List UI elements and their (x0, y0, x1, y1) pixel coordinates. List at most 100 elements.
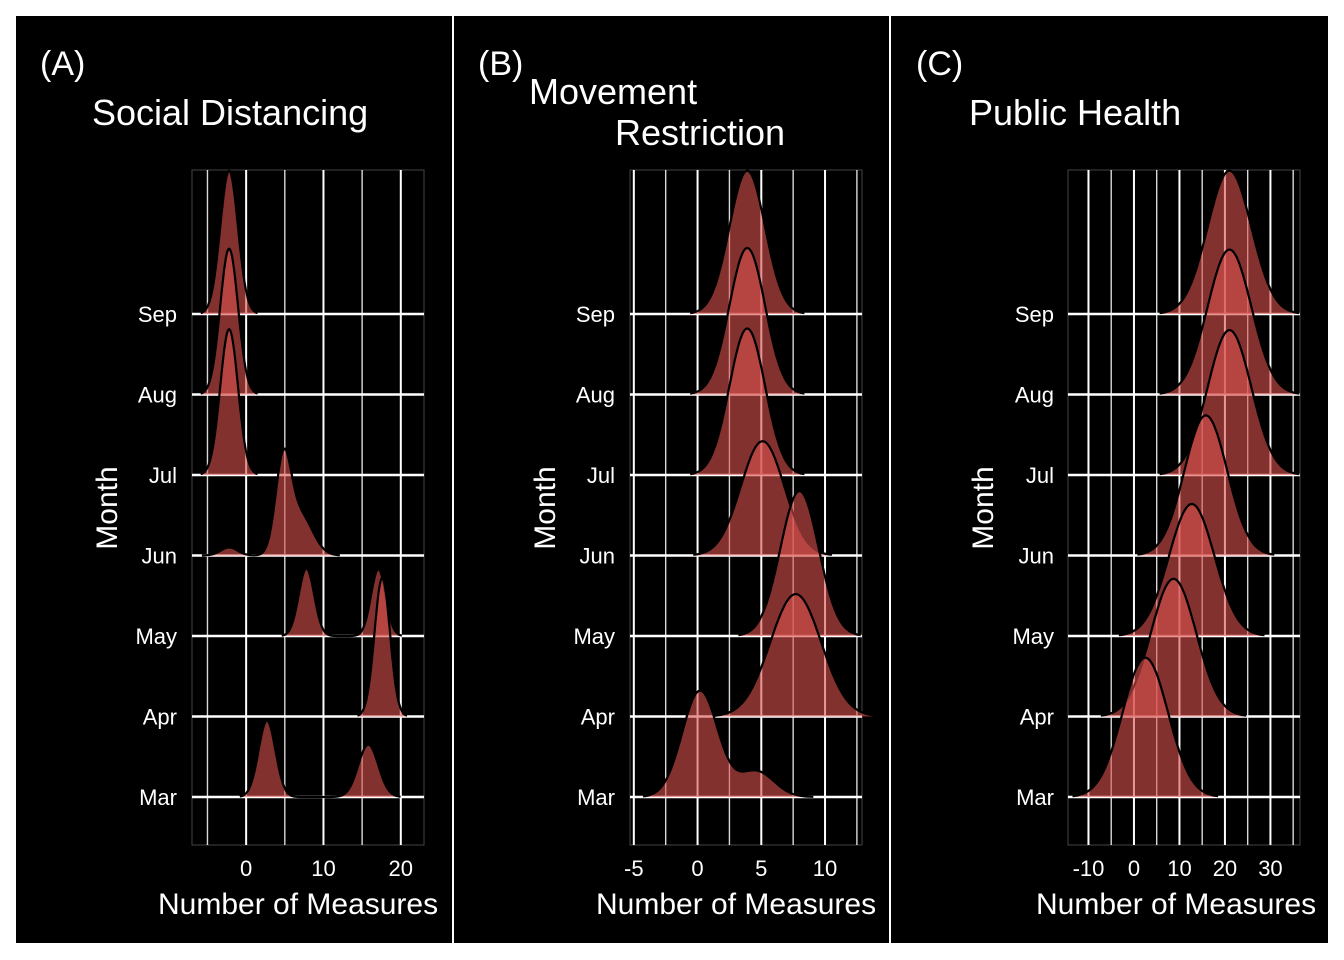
panel-ridges (200, 169, 408, 799)
panel-movement-restriction: -5 0 5 10 Mar Apr May Jun Jul Aug Sep (B) Movemen… (454, 16, 889, 943)
y-tick-label: Jun (142, 544, 177, 569)
ridge-outline (200, 247, 258, 395)
y-axis-label: Month (91, 466, 124, 549)
ridge-area (738, 491, 861, 636)
y-tick-label: Jun (1019, 544, 1054, 569)
panel-background (891, 16, 1328, 943)
y-tick-label: Jul (1026, 463, 1054, 488)
panel-y-ticks: Mar Apr May Jun Jul Aug Sep (135, 302, 177, 810)
ridge-outline (1159, 328, 1300, 476)
ridge-outline (1137, 414, 1275, 556)
panel-ridges (1072, 169, 1300, 798)
ridge-area (1159, 170, 1300, 314)
x-tick-label: 10 (311, 856, 335, 881)
ridge-apr (357, 576, 408, 717)
ridge-outline (714, 592, 878, 717)
y-tick-label: May (135, 624, 177, 649)
panel-y-ticks: Mar Apr May Jun Jul Aug Sep (1012, 302, 1054, 810)
panel-public-health: -10 0 10 20 30 Mar Apr May Jun Jul Aug Sep (C) Pub… (891, 16, 1328, 943)
y-tick-label: Apr (143, 705, 177, 730)
ridge-aug (690, 246, 805, 395)
y-tick-label: Jul (149, 463, 177, 488)
ridge-outline (357, 576, 408, 717)
panel-ridges (642, 169, 878, 798)
y-axis-label: Month (529, 466, 562, 549)
ridge-sep (690, 169, 805, 315)
ridge-jul (690, 327, 805, 476)
chart-title: Social Distancing (92, 92, 368, 133)
x-axis-label: Number of Measures (158, 888, 438, 921)
ridge-may (1118, 502, 1265, 637)
panel-label: (B) (478, 45, 523, 83)
y-tick-label: Mar (577, 785, 615, 810)
x-tick-label: 20 (1213, 856, 1237, 881)
ridge-area (1137, 415, 1275, 556)
panel-background (16, 16, 452, 943)
y-tick-label: Jun (580, 544, 615, 569)
y-tick-label: Mar (1016, 785, 1054, 810)
ridge-area (714, 594, 878, 717)
y-tick-label: May (573, 624, 615, 649)
panel-x-ticks: 0 10 20 (240, 856, 413, 881)
ridge-outline (642, 689, 814, 798)
panel-label: (C) (916, 45, 963, 83)
panel-background (454, 16, 889, 943)
x-tick-label: -5 (624, 856, 644, 881)
ridge-outline (690, 169, 805, 315)
y-tick-label: Jul (587, 463, 615, 488)
ridge-mar (642, 689, 814, 798)
panel-x-ticks: -10 0 10 20 30 (1073, 856, 1283, 881)
ridge-may (738, 489, 861, 637)
ridge-apr (714, 592, 878, 717)
ridge-aug (1159, 248, 1300, 395)
y-tick-label: Aug (138, 383, 177, 408)
y-tick-label: Aug (576, 383, 615, 408)
ridge-outline (239, 719, 401, 799)
ridge-area (239, 720, 401, 797)
ridge-sep (1159, 169, 1300, 315)
x-tick-label: 5 (755, 856, 767, 881)
x-tick-label: 0 (240, 856, 252, 881)
ridge-outline (1159, 169, 1300, 315)
ridge-area (1118, 504, 1265, 636)
ridge-jul (200, 328, 258, 476)
ridge-area (1072, 657, 1219, 797)
x-tick-label: 10 (813, 856, 837, 881)
panel-social-distancing: 0 10 20 Mar Apr May Jun Jul Aug Sep (A) Social D… (16, 16, 452, 943)
chart-title: Public Health (969, 92, 1181, 133)
ridge-outline (690, 327, 805, 476)
plot-frame (1067, 169, 1301, 846)
y-tick-label: Apr (1020, 705, 1054, 730)
x-tick-label: 20 (389, 856, 413, 881)
ridge-outline (200, 328, 258, 476)
ridge-area (643, 690, 814, 797)
x-tick-label: -10 (1073, 856, 1105, 881)
ridge-outline (1159, 248, 1300, 395)
ridge-mar (239, 719, 401, 799)
ridge-mar (1072, 656, 1219, 798)
panel-separator (889, 16, 891, 943)
ridge-outline (201, 447, 341, 557)
ridge-outline (690, 246, 805, 395)
x-axis-label: Number of Measures (1036, 888, 1316, 921)
ridge-outline (200, 169, 258, 315)
y-tick-label: May (1012, 624, 1054, 649)
panel-label: (A) (40, 45, 85, 83)
x-tick-label: 10 (1167, 856, 1191, 881)
ridge-area (201, 448, 340, 556)
chart-title-line-1: Movement (529, 71, 697, 112)
panel-separator (452, 16, 454, 943)
y-tick-label: Sep (576, 302, 615, 327)
ridge-outline (1118, 502, 1265, 637)
ridge-sep (200, 169, 258, 315)
plot-frame (191, 169, 425, 846)
ridge-aug (200, 247, 258, 395)
panel-y-ticks: Mar Apr May Jun Jul Aug Sep (573, 302, 615, 810)
y-tick-label: Sep (138, 302, 177, 327)
x-axis-label: Number of Measures (596, 888, 876, 921)
y-tick-label: Sep (1015, 302, 1054, 327)
ridge-may (281, 567, 403, 638)
ridge-jun (1137, 414, 1275, 556)
y-tick-label: Aug (1015, 383, 1054, 408)
